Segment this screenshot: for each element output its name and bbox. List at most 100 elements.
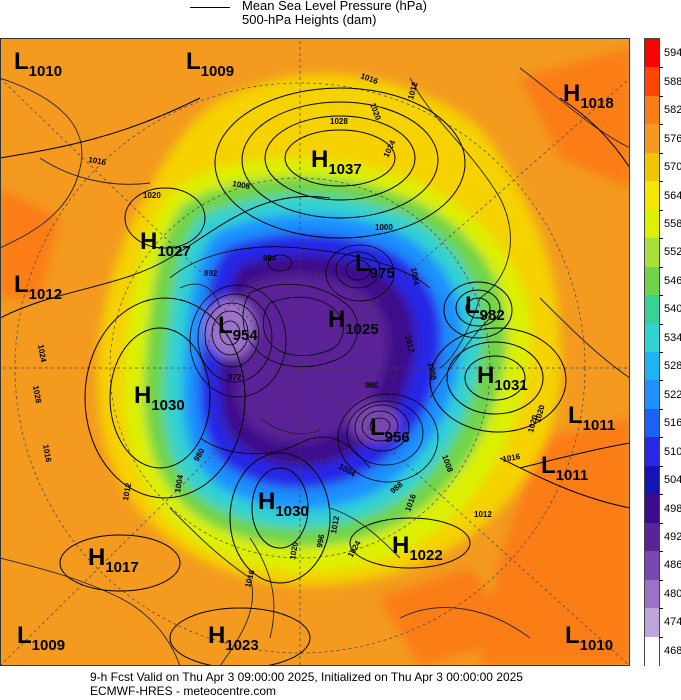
pressure-center-low: L1010	[565, 622, 614, 654]
colorbar-swatch	[645, 608, 659, 638]
contour-label: 1020	[143, 191, 161, 200]
colorbar-swatch	[645, 152, 659, 182]
colorbar-label: 480	[664, 587, 681, 600]
colorbar-swatch	[645, 437, 659, 467]
colorbar-swatch	[645, 579, 659, 609]
pressure-center-low: L1012	[14, 271, 63, 303]
colorbar-swatch	[645, 39, 659, 68]
low-isobars	[169, 244, 439, 483]
colorbar-tick	[659, 522, 663, 524]
contour-label: 1024	[36, 344, 48, 364]
colorbar-tick	[659, 323, 663, 325]
colorbar-swatch	[645, 352, 659, 381]
contour-label: 1012	[329, 515, 341, 535]
mslp-line-swatch	[190, 7, 230, 8]
colorbar-swatch	[645, 124, 659, 154]
pressure-center-high: H1030	[134, 382, 185, 414]
colorbar-tick	[659, 238, 663, 240]
contour-label: 1016	[502, 452, 522, 464]
contour-label: 972	[228, 373, 242, 382]
colorbar-tick	[659, 579, 663, 581]
contour-label: 1004	[173, 474, 185, 494]
colorbar-swatch	[645, 209, 659, 239]
colorbar-label: 510	[664, 445, 681, 458]
colorbar-swatch	[645, 95, 659, 125]
contour-label: 1028	[330, 117, 348, 126]
colorbar-tick	[659, 465, 663, 467]
colorbar-label: 492	[664, 530, 681, 543]
colorbar-swatch	[645, 67, 659, 97]
colorbar-tick	[659, 608, 663, 610]
colorbar-label: 576	[664, 132, 681, 145]
pressure-center-low: L1010	[14, 48, 63, 80]
colorbar-label: 570	[664, 161, 681, 174]
colorbar-swatch	[645, 238, 659, 268]
contour-label: 1004	[409, 267, 421, 287]
colorbar-swatch	[645, 636, 659, 666]
graticule	[0, 38, 630, 666]
contour-label: 1008	[426, 362, 438, 382]
colorbar-tick	[659, 67, 663, 69]
pressure-center-low: L1009	[17, 622, 66, 654]
colorbar-tick	[659, 95, 663, 97]
height-field	[0, 48, 630, 666]
pressure-center-high: H1025	[328, 306, 379, 338]
colorbar-swatch	[645, 380, 659, 410]
colorbar-tick	[659, 266, 663, 268]
pressure-center-high: H1017	[88, 544, 139, 576]
colorbar-swatch	[645, 323, 659, 353]
pressure-center-low: L1011	[541, 452, 589, 484]
colorbar-label: 522	[664, 388, 681, 401]
contour-label: 980	[365, 381, 379, 390]
pressure-center-high: H1031	[477, 362, 528, 394]
colorbar-label: 552	[664, 246, 681, 259]
colorbar-tick	[659, 408, 663, 410]
colorbar-label: 474	[664, 616, 681, 629]
colorbar-label: 564	[664, 189, 681, 202]
colorbar-label: 516	[664, 417, 681, 430]
contour-label: 992	[204, 269, 218, 278]
colorbar-label: 498	[664, 502, 681, 515]
contour-label: 984	[263, 254, 277, 263]
pressure-center-high: H1030	[258, 488, 309, 520]
legend-mslp-label: Mean Sea Level Pressure (hPa)	[242, 0, 427, 13]
colorbar-label: 486	[664, 559, 681, 572]
pressure-center-high: H1018	[563, 80, 614, 112]
height-colorbar	[644, 38, 660, 666]
valid-time-caption: 9-h Fcst Valid on Thu Apr 3 09:00:00 202…	[90, 670, 523, 684]
map-legend: Mean Sea Level Pressure (hPa) 500-hPa He…	[0, 0, 681, 38]
pressure-center-high: H1027	[140, 228, 191, 260]
contour-label: 1016	[88, 155, 108, 167]
colorbar-tick	[659, 380, 663, 382]
colorbar-label: 528	[664, 360, 681, 373]
contour-label: 1020	[288, 541, 300, 561]
colorbar-label: 468	[664, 644, 681, 657]
colorbar-label: 534	[664, 331, 681, 344]
colorbar-tick	[659, 437, 663, 439]
colorbar-tick	[659, 352, 663, 353]
colorbar-tick	[659, 636, 663, 638]
contour-label: 1008	[232, 179, 252, 191]
pressure-center-low: L982	[465, 292, 505, 324]
colorbar-swatch	[645, 465, 659, 495]
colorbar-label: 504	[664, 474, 681, 487]
colorbar-swatch	[645, 551, 659, 581]
colorbar-label: 594	[664, 47, 681, 60]
colorbar-label: 588	[664, 75, 681, 88]
isobars	[0, 87, 630, 666]
pressure-center-low: L1011	[568, 402, 616, 434]
pressure-center-low: L975	[355, 250, 395, 282]
pressure-center-high: H1037	[311, 146, 362, 178]
map-footer: 9-h Fcst Valid on Thu Apr 3 09:00:00 202…	[0, 668, 681, 700]
colorbar-label: 540	[664, 303, 681, 316]
colorbar-swatch	[645, 408, 659, 438]
colorbar-tick	[659, 124, 663, 126]
colorbar-tick	[659, 181, 663, 183]
colorbar-label: 546	[664, 274, 681, 287]
colorbar-tick	[659, 494, 663, 496]
colorbar-tick	[659, 152, 663, 154]
colorbar-tick	[659, 209, 663, 211]
colorbar-swatch	[645, 494, 659, 524]
pressure-center-low: L954	[218, 312, 258, 344]
pressure-center-high: H1023	[208, 622, 259, 654]
